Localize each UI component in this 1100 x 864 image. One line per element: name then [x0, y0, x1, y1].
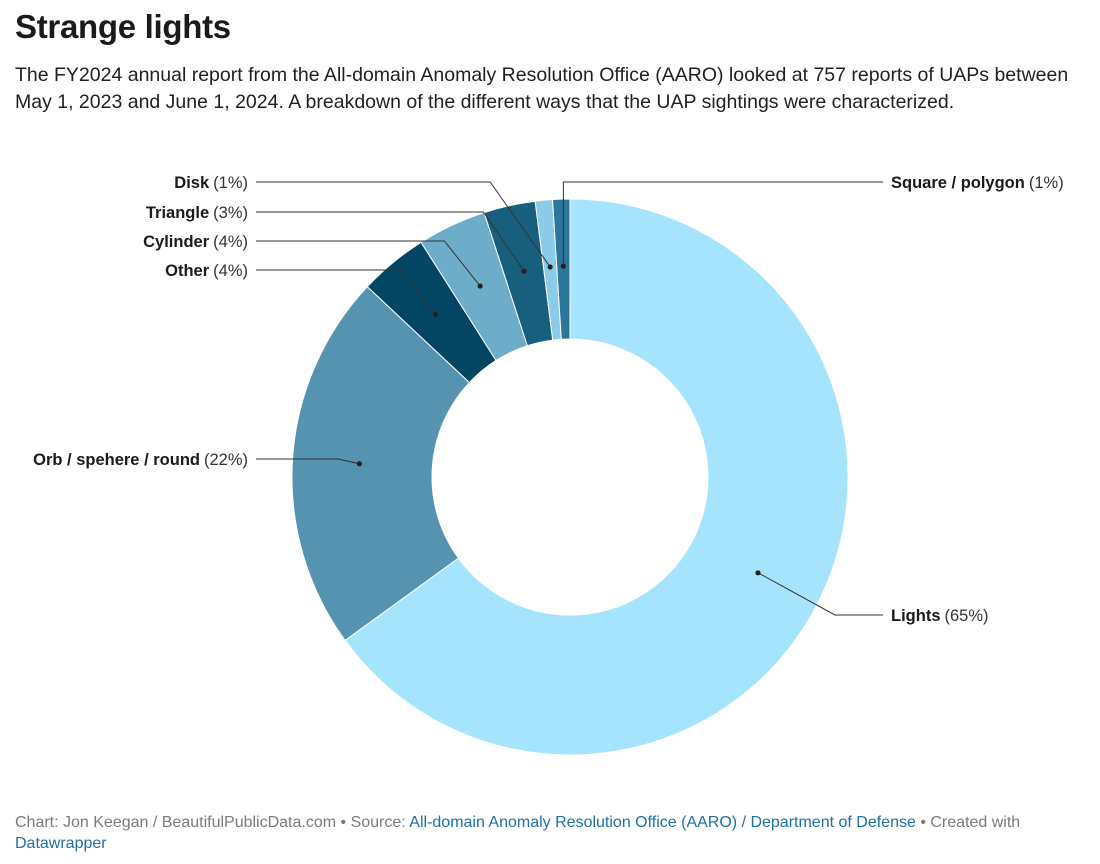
leader-dot-triangle: [521, 268, 527, 274]
label-cylinder: Cylinder (4%): [143, 233, 248, 251]
label-percent: (4%): [213, 233, 248, 251]
footer-created-with: Created with: [930, 814, 1021, 831]
label-name: Cylinder: [143, 233, 210, 251]
chart-footer: Chart: Jon Keegan / BeautifulPublicData.…: [15, 812, 1090, 854]
label-disk: Disk (1%): [174, 174, 248, 192]
footer-credit: Chart: Jon Keegan / BeautifulPublicData.…: [15, 814, 337, 831]
label-name: Square / polygon: [891, 174, 1025, 192]
label-square-polygon: Square / polygon (1%): [891, 174, 1064, 192]
chart-leader-lines: [256, 181, 883, 616]
label-name: Other: [165, 262, 210, 280]
label-percent: (22%): [204, 451, 248, 469]
footer-source-link[interactable]: All-domain Anomaly Resolution Office (AA…: [409, 814, 916, 831]
leader-line-square-polygon: [562, 181, 883, 267]
footer-separator: •: [915, 814, 931, 831]
donut-chart: Lights (65%) Orb / spehere / round (22%) Oth…: [33, 174, 1064, 756]
label-percent: (1%): [1029, 174, 1064, 192]
slice-lights[interactable]: [344, 198, 849, 756]
label-orb-sphere-round: Orb / spehere / round (22%): [33, 451, 248, 469]
label-percent: (1%): [213, 174, 248, 192]
label-triangle: Triangle (3%): [146, 204, 248, 222]
leader-dot-cylinder: [477, 283, 483, 289]
label-name: Lights: [891, 607, 941, 625]
footer-source-label: Source:: [350, 814, 406, 831]
slice-orb-sphere-round[interactable]: [291, 285, 471, 642]
leader-dot-other: [432, 311, 439, 318]
chart-title: Strange lights: [15, 8, 231, 45]
chart-subtitle: The FY2024 annual report from the All-do…: [15, 64, 1069, 113]
chart-labels: Lights (65%) Orb / spehere / round (22%) Oth…: [33, 174, 1064, 625]
leader-dot-lights: [755, 570, 761, 576]
footer-tool-link[interactable]: Datawrapper: [15, 835, 107, 852]
leader-dot-square-polygon: [560, 263, 566, 269]
leader-line-triangle: [256, 211, 525, 272]
leader-line-disk: [256, 181, 551, 268]
label-name: Triangle: [146, 204, 209, 222]
label-percent: (65%): [945, 607, 989, 625]
label-lights: Lights (65%): [891, 607, 989, 625]
label-other: Other (4%): [165, 262, 248, 280]
leader-line-cylinder: [256, 240, 481, 287]
leader-line-other: [256, 269, 436, 315]
slice-square-polygon[interactable]: [552, 198, 571, 340]
leader-line-lights: [757, 572, 883, 616]
label-percent: (3%): [213, 204, 248, 222]
leader-dot-orb-sphere-round: [356, 461, 363, 467]
chart-slices: [291, 198, 849, 756]
label-percent: (4%): [213, 262, 248, 280]
leader-line-orb-sphere-round: [256, 458, 360, 465]
footer-separator: •: [336, 814, 351, 831]
label-name: Orb / spehere / round: [33, 451, 200, 469]
label-name: Disk: [174, 174, 210, 192]
leader-dot-disk: [547, 264, 553, 270]
